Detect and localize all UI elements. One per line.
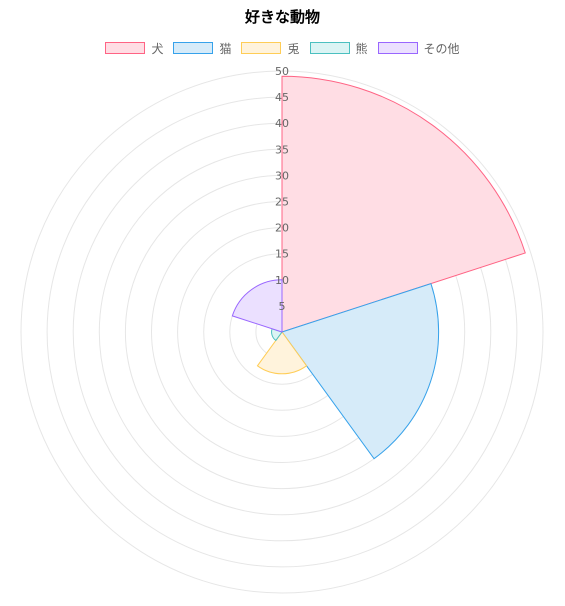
legend-item-cat[interactable]: 猫 [173,40,231,57]
segment-cat[interactable] [281,282,440,460]
legend-label: その他 [423,41,460,56]
legend-item-rabbit[interactable]: 兎 [241,40,300,57]
legend-swatch [173,42,214,54]
tick-label: 35 [275,143,289,156]
tick-label: 10 [275,274,289,287]
radial-ticks: 5 10 15 20 25 30 35 40 45 50 [275,65,289,313]
legend-swatch [377,42,418,54]
legend-label: 犬 [151,41,164,56]
legend-label: 熊 [355,41,368,56]
legend-label: 猫 [219,41,232,56]
legend-swatch [309,42,350,54]
segment-rabbit[interactable] [256,331,308,375]
legend-swatch [241,42,282,54]
tick-label: 5 [279,300,286,313]
tick-label: 45 [275,91,289,104]
segment-other[interactable] [231,279,283,333]
legend-item-other[interactable]: その他 [377,40,460,57]
chart-legend: 犬 猫 兎 熊 その他 [0,39,565,57]
legend-swatch [105,42,146,54]
tick-label: 25 [275,196,289,209]
chart-title: 好きな動物 [244,8,320,26]
segments [231,75,526,460]
tick-label: 15 [275,248,289,261]
grid-ring [20,70,544,594]
tick-label: 50 [275,65,289,78]
legend-label: 兎 [287,41,300,56]
legend-item-dog[interactable]: 犬 [105,40,163,57]
segment-dog[interactable] [281,75,526,333]
tick-label: 20 [275,222,289,235]
tick-label: 30 [275,169,289,182]
tick-label: 40 [275,117,289,130]
legend-item-bear[interactable]: 熊 [309,40,368,57]
